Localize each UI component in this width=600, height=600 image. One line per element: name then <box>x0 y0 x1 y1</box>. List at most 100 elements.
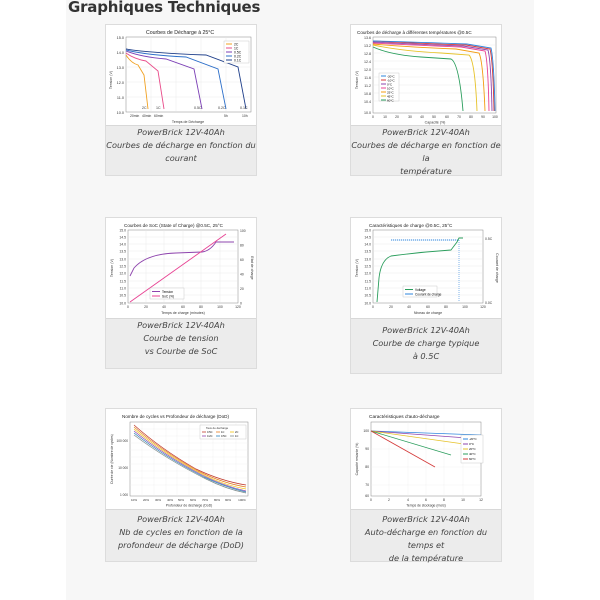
chart-thumbnail[interactable]: Courbes de SoC (State of Charge) @0.5C, … <box>106 218 256 319</box>
card-caption: PowerBrick 12V-40Ah Auto-décharge en fon… <box>364 514 488 563</box>
series-line <box>133 432 247 493</box>
x-axis-label: Profondeur de décharge (DoD) <box>166 504 213 508</box>
svg-text:60: 60 <box>240 258 244 262</box>
svg-text:11.0: 11.0 <box>365 287 371 291</box>
svg-text:11.5: 11.5 <box>120 280 126 284</box>
svg-text:60°C: 60°C <box>387 98 395 102</box>
svg-text:120: 120 <box>480 305 486 309</box>
chart-thumbnail[interactable]: Caractéristiques d'auto-décharge 100 90 … <box>351 409 501 510</box>
chart-thumbnail[interactable]: Nombre de cycles vs Profondeur de déchar… <box>106 409 256 510</box>
series-line <box>372 44 478 112</box>
svg-text:0: 0 <box>372 115 374 119</box>
y-axis-label: Tension (V) <box>355 259 359 277</box>
svg-text:60: 60 <box>426 305 430 309</box>
chart-thumbnail[interactable]: Courbes de décharge à différentes tempér… <box>351 25 501 126</box>
svg-text:0: 0 <box>370 498 372 502</box>
chart-card-voltage-soc[interactable]: Courbes de SoC (State of Charge) @0.5C, … <box>105 217 257 369</box>
y-axis-label: Tension (V) <box>355 71 359 89</box>
chart-title: Caractéristiques d'auto-décharge <box>369 414 440 420</box>
svg-text:10.0: 10.0 <box>364 111 371 115</box>
svg-text:30: 30 <box>408 115 412 119</box>
chart-title: Courbes de SoC (State of Charge) @0.5C, … <box>124 223 224 228</box>
legend: Voltage Courant de charge <box>402 285 442 298</box>
svg-text:11.0: 11.0 <box>120 287 126 291</box>
svg-text:15.0: 15.0 <box>119 229 126 233</box>
svg-text:1C: 1C <box>235 434 238 438</box>
svg-text:90: 90 <box>481 115 485 119</box>
chart-card-discharge-temperature[interactable]: Courbes de décharge à différentes tempér… <box>350 24 502 176</box>
svg-text:120: 120 <box>235 305 241 309</box>
svg-text:5h: 5h <box>224 114 228 118</box>
svg-text:11.6: 11.6 <box>364 76 371 80</box>
technical-charts-section: Graphiques Techniques Courbes de Décharg… <box>66 0 534 600</box>
svg-text:13.2: 13.2 <box>364 44 371 48</box>
svg-text:10.4: 10.4 <box>364 100 371 104</box>
svg-text:60°C: 60°C <box>469 457 477 461</box>
left-margin <box>0 0 66 600</box>
series-line <box>370 430 436 468</box>
svg-text:13.6: 13.6 <box>364 36 371 40</box>
series-line <box>372 41 493 112</box>
legend: -20°C -10°C 0°C 10°C 25°C 45°C 60°C <box>378 72 400 102</box>
svg-text:100: 100 <box>363 429 369 433</box>
svg-text:40: 40 <box>240 273 244 277</box>
svg-text:80: 80 <box>199 305 203 309</box>
svg-text:40: 40 <box>420 115 424 119</box>
cycles-dod-chart: Nombre de cycles vs Profondeur de déchar… <box>110 414 249 508</box>
card-caption: PowerBrick 12V-40Ah Courbe de tension vs… <box>137 320 225 356</box>
svg-text:14.5: 14.5 <box>364 236 371 240</box>
svg-text:0.5C: 0.5C <box>485 237 493 241</box>
chart-card-charge-curve[interactable]: Caractéristiques de charge @0.5C, 25°C 1… <box>350 217 502 374</box>
svg-text:12.5: 12.5 <box>364 265 371 269</box>
svg-text:0.5C: 0.5C <box>194 106 202 110</box>
svg-text:Taux de décharge: Taux de décharge <box>206 426 229 430</box>
svg-text:20: 20 <box>240 287 244 291</box>
series-line <box>370 430 482 436</box>
y2-axis-label: Courant de charge <box>495 253 499 283</box>
voltage-soc-chart: Courbes de SoC (State of Charge) @0.5C, … <box>110 223 254 315</box>
y-tick: 13.0 <box>117 66 124 70</box>
chart-title: Courbes de Décharge à 25°C <box>146 30 214 36</box>
svg-text:1 000: 1 000 <box>120 493 128 497</box>
right-margin <box>534 0 600 600</box>
chart-thumbnail[interactable]: Courbes de Décharge à 25°C 15.0 14.0 13.… <box>106 25 256 126</box>
chart-thumbnail[interactable]: Caractéristiques de charge @0.5C, 25°C 1… <box>351 218 501 319</box>
svg-text:11.2: 11.2 <box>364 84 371 88</box>
chart-card-discharge-current[interactable]: Courbes de Décharge à 25°C 15.0 14.0 13.… <box>105 24 257 176</box>
svg-text:6: 6 <box>425 498 427 502</box>
legend: 2C 1C 0.5C 0.2C 0.1C <box>223 40 250 64</box>
svg-text:12.4: 12.4 <box>364 60 371 64</box>
svg-text:80: 80 <box>469 115 473 119</box>
svg-text:0: 0 <box>127 305 129 309</box>
svg-text:0: 0 <box>240 302 242 306</box>
series-soc <box>129 233 227 303</box>
svg-text:25°C: 25°C <box>387 90 395 94</box>
svg-text:60: 60 <box>445 115 449 119</box>
x-axis-label: Temps de Décharge <box>172 120 204 124</box>
svg-text:12.0: 12.0 <box>119 272 126 276</box>
svg-text:13.0: 13.0 <box>364 258 371 262</box>
svg-text:13.5: 13.5 <box>364 250 371 254</box>
svg-text:40°C: 40°C <box>469 452 477 456</box>
svg-text:60min: 60min <box>154 114 163 118</box>
svg-text:20min: 20min <box>130 114 139 118</box>
series-line <box>133 428 247 490</box>
svg-text:0.0C: 0.0C <box>485 301 493 305</box>
series-line <box>372 42 490 112</box>
svg-text:1C: 1C <box>156 106 161 110</box>
svg-text:15.0: 15.0 <box>364 229 371 233</box>
chart-card-self-discharge[interactable]: Caractéristiques d'auto-décharge 100 90 … <box>350 408 502 563</box>
svg-text:40%: 40% <box>167 498 173 502</box>
svg-text:70: 70 <box>365 483 369 487</box>
svg-text:0.2C: 0.2C <box>207 434 213 438</box>
svg-text:80%: 80% <box>214 498 220 502</box>
svg-text:Tension: Tension <box>162 290 173 294</box>
chart-card-cycles-dod[interactable]: Nombre de cycles vs Profondeur de déchar… <box>105 408 257 562</box>
svg-text:0.1C: 0.1C <box>234 59 242 63</box>
y-axis-label: Tension (V) <box>109 71 113 89</box>
svg-text:10.5: 10.5 <box>364 294 371 298</box>
series-voltage <box>376 237 463 303</box>
svg-text:20%: 20% <box>143 498 149 502</box>
svg-text:10.0: 10.0 <box>364 302 371 306</box>
svg-text:0: 0 <box>372 305 374 309</box>
